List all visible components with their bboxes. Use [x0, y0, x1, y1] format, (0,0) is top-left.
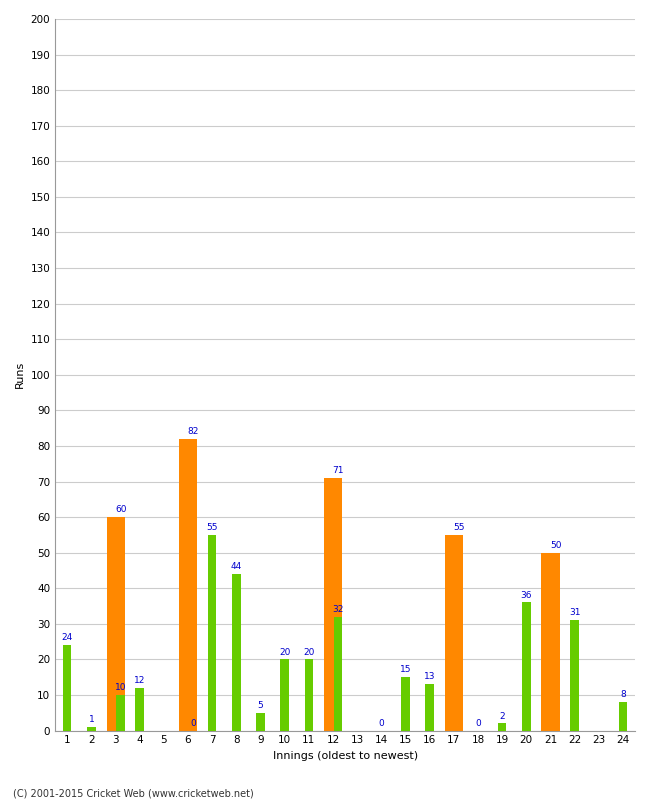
Text: 82: 82: [188, 427, 199, 436]
Text: 44: 44: [231, 562, 242, 571]
Bar: [116, 695, 125, 730]
Bar: [256, 713, 265, 730]
X-axis label: Innings (oldest to newest): Innings (oldest to newest): [272, 751, 418, 761]
Text: 36: 36: [521, 590, 532, 600]
Bar: [401, 678, 410, 730]
Text: 71: 71: [333, 466, 344, 475]
Text: 15: 15: [400, 666, 411, 674]
Bar: [324, 478, 342, 730]
Bar: [107, 517, 125, 730]
Bar: [87, 727, 96, 730]
Bar: [232, 574, 240, 730]
Bar: [333, 617, 342, 730]
Text: 8: 8: [620, 690, 626, 699]
Text: 0: 0: [475, 718, 481, 728]
Text: 12: 12: [134, 676, 146, 685]
Bar: [280, 659, 289, 730]
Text: 50: 50: [550, 541, 562, 550]
Bar: [63, 645, 72, 730]
Bar: [619, 702, 627, 730]
Text: 24: 24: [62, 634, 73, 642]
Text: 2: 2: [499, 712, 505, 721]
Text: 32: 32: [332, 605, 343, 614]
Text: 31: 31: [569, 609, 580, 618]
Bar: [445, 535, 463, 730]
Bar: [135, 688, 144, 730]
Bar: [522, 602, 530, 730]
Bar: [541, 553, 560, 730]
Text: 20: 20: [303, 647, 315, 657]
Bar: [425, 684, 434, 730]
Text: 55: 55: [207, 523, 218, 532]
Y-axis label: Runs: Runs: [15, 361, 25, 389]
Text: 13: 13: [424, 673, 436, 682]
Text: 0: 0: [378, 718, 384, 728]
Bar: [305, 659, 313, 730]
Text: 0: 0: [190, 718, 196, 728]
Bar: [208, 535, 216, 730]
Bar: [570, 620, 579, 730]
Text: 60: 60: [115, 506, 127, 514]
Text: 10: 10: [114, 683, 126, 692]
Bar: [498, 723, 506, 730]
Text: 1: 1: [88, 715, 94, 724]
Text: 20: 20: [279, 647, 291, 657]
Text: (C) 2001-2015 Cricket Web (www.cricketweb.net): (C) 2001-2015 Cricket Web (www.cricketwe…: [13, 788, 254, 798]
Text: 5: 5: [257, 701, 263, 710]
Text: 55: 55: [454, 523, 465, 532]
Bar: [179, 439, 197, 730]
